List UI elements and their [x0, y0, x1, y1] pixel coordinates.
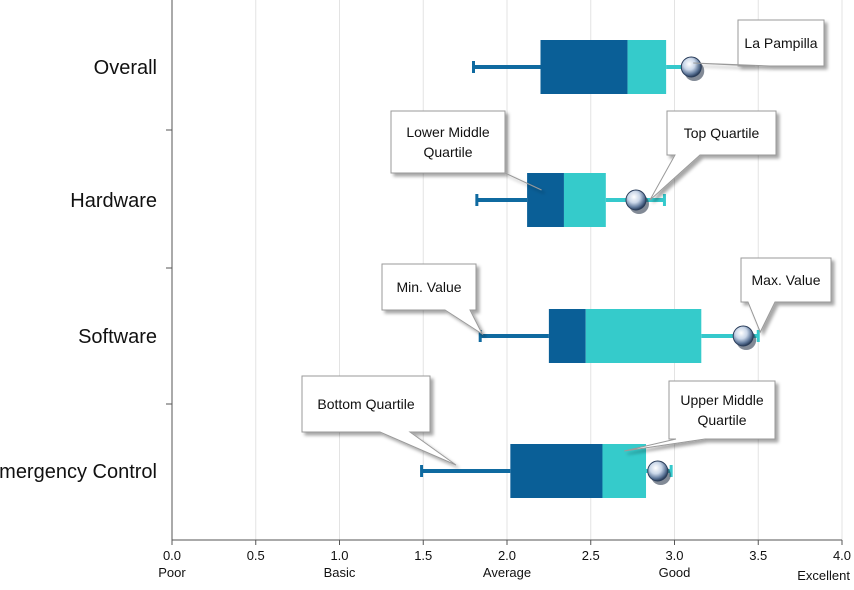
x-tick-sublabel: Poor: [158, 565, 186, 580]
callout-box: [693, 19, 825, 67]
category-label: Software: [78, 326, 157, 348]
callout-text: Max. Value: [752, 272, 821, 288]
callout-lower-middle-quartile: [390, 110, 542, 191]
category-label: Hardware: [70, 190, 157, 212]
callout-box: [740, 257, 832, 334]
category-label: Emergency Control: [0, 461, 157, 483]
box-overall: [472, 40, 705, 94]
callout-box: [624, 380, 776, 452]
callout-box: [390, 110, 542, 191]
callout-text: Quartile: [423, 144, 472, 160]
box-software: [478, 309, 760, 363]
x-tick-label: 1.5: [414, 548, 432, 563]
callout-upper-middle-quartile: [624, 380, 776, 452]
callout-text: Lower Middle: [406, 124, 489, 140]
x-tick-sublabel: Good: [659, 565, 691, 580]
x-tick-label: 0.0: [163, 548, 181, 563]
callout-text: La Pampilla: [744, 35, 817, 51]
callout-box: [649, 110, 777, 201]
callout-max-value: [740, 257, 832, 334]
callout-text: Min. Value: [396, 279, 461, 295]
callout-top-quartile: [649, 110, 777, 201]
upper-middle-box: [585, 309, 702, 363]
site-marker: [625, 189, 647, 211]
callout-box: [301, 375, 457, 466]
x-tick-label: 4.0: [833, 548, 851, 563]
callout-text: Top Quartile: [684, 125, 760, 141]
callout-text: Bottom Quartile: [317, 396, 414, 412]
upper-middle-box: [627, 40, 667, 94]
lower-middle-box: [527, 173, 564, 227]
site-marker: [680, 56, 702, 78]
x-tick-label: 2.0: [498, 548, 516, 563]
x-tick-label: 3.0: [665, 548, 683, 563]
callout-text: Upper Middle: [680, 392, 763, 408]
x-tick-sublabel: Basic: [324, 565, 356, 580]
x-tick-sublabel: Excellent: [797, 568, 850, 583]
callout-la-pampilla: [693, 19, 825, 67]
annotations: La Pampilla Lower Middle Quartile Top Quart…: [301, 19, 832, 466]
callout-bottom-quartile: [301, 375, 457, 466]
upper-middle-box: [563, 173, 606, 227]
x-tick-label: 1.0: [330, 548, 348, 563]
lower-middle-box: [548, 309, 586, 363]
x-tick-label: 0.5: [247, 548, 265, 563]
callout-min-value: [381, 263, 484, 336]
x-tick-label: 3.5: [749, 548, 767, 563]
box-hardware: [475, 173, 666, 227]
plot-area: [420, 40, 760, 498]
category-label: Overall: [94, 57, 157, 79]
x-tick-label: 2.5: [582, 548, 600, 563]
upper-middle-box: [602, 444, 647, 498]
lower-middle-box: [510, 444, 603, 498]
callout-text: Quartile: [697, 412, 746, 428]
lower-middle-box: [540, 40, 628, 94]
x-tick-sublabel: Average: [483, 565, 531, 580]
callout-box: [381, 263, 484, 336]
site-marker: [732, 325, 754, 347]
site-marker: [647, 460, 669, 482]
box-emergency-control: [420, 444, 673, 498]
